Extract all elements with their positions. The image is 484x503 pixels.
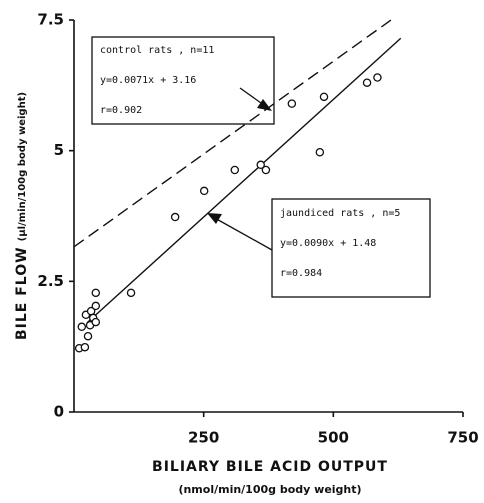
annotation-box <box>271 198 431 298</box>
y-tick-label: 0 <box>54 403 64 421</box>
point <box>91 288 101 298</box>
y-tick-label: 7.5 <box>37 11 64 29</box>
annotation-text: r=0.902 <box>100 105 142 116</box>
point <box>261 165 271 175</box>
y-tick-label: 5 <box>54 141 64 159</box>
point <box>256 160 265 170</box>
x-tick-label: 500 <box>318 429 349 447</box>
annotation-text: r=0.984 <box>280 268 322 279</box>
annotation-text: y=0.0071x + 3.16 <box>100 75 196 86</box>
point <box>319 92 329 102</box>
point <box>80 342 90 352</box>
x-axis-units: (nmol/min/100g body weight) <box>178 483 361 496</box>
y-tick-label: 2.5 <box>37 272 64 290</box>
y-axis-title: BILE FLOW (µl/min/100g body weight) <box>12 92 31 340</box>
point <box>230 165 240 175</box>
x-tick-label: 250 <box>188 429 219 447</box>
point <box>287 99 297 108</box>
arrowhead <box>207 213 222 224</box>
point <box>77 322 87 332</box>
y-axis-units: (µl/min/100g body weight) <box>17 92 28 241</box>
annotation-text: jaundiced rats , n=5 <box>280 208 400 219</box>
regression-line <box>86 37 402 324</box>
point <box>126 288 136 298</box>
point <box>91 317 101 327</box>
x-tick-label: 750 <box>447 429 478 447</box>
annotation-arrow <box>212 216 273 251</box>
regression-line <box>73 19 392 248</box>
point <box>315 147 325 157</box>
point <box>83 331 93 341</box>
x-axis-title: BILIARY BILE ACID OUTPUT <box>152 459 388 475</box>
point <box>91 301 101 311</box>
point <box>199 186 209 196</box>
point <box>170 212 180 222</box>
annotation-text: y=0.0090x + 1.48 <box>280 238 376 249</box>
annotation-box <box>91 36 275 125</box>
point <box>362 78 372 87</box>
point <box>373 73 382 82</box>
y-axis-title-main: BILE FLOW <box>14 246 30 340</box>
annotation-text: control rats , n=11 <box>100 45 214 56</box>
